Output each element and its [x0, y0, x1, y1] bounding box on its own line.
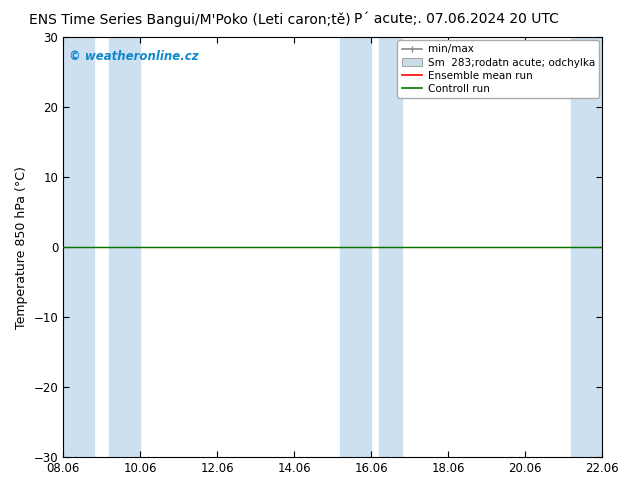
Bar [110, 37, 140, 457]
Bar [571, 37, 602, 457]
Bar [340, 37, 371, 457]
Bar [379, 37, 402, 457]
Y-axis label: Temperature 850 hPa (°C): Temperature 850 hPa (°C) [15, 166, 28, 329]
Text: ENS Time Series Bangui/M'Poko (Leti caron;tě): ENS Time Series Bangui/M'Poko (Leti caro… [29, 12, 351, 27]
Bar [63, 37, 94, 457]
Text: © weatheronline.cz: © weatheronline.cz [68, 50, 198, 63]
Legend: min/max, Sm  283;rodatn acute; odchylka, Ensemble mean run, Controll run: min/max, Sm 283;rodatn acute; odchylka, … [398, 40, 599, 98]
Text: P´ acute;. 07.06.2024 20 UTC: P´ acute;. 07.06.2024 20 UTC [354, 12, 559, 26]
